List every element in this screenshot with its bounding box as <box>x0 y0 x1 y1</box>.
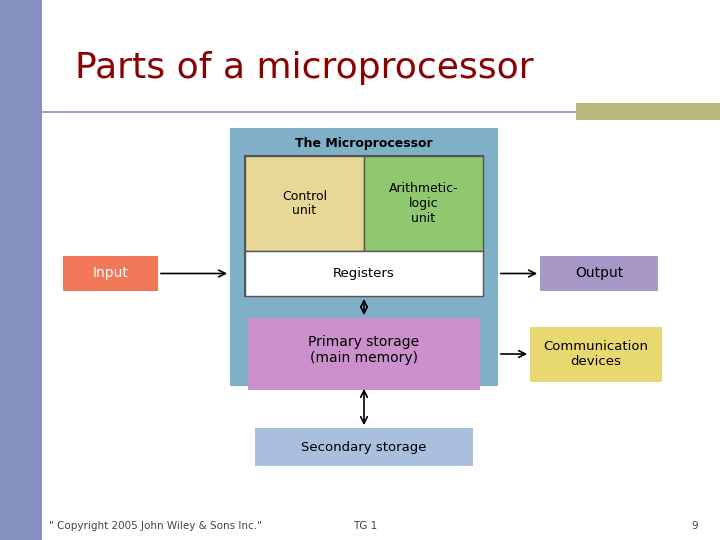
Bar <box>530 327 662 381</box>
Text: Parts of a microprocessor: Parts of a microprocessor <box>75 51 534 85</box>
Bar <box>255 428 473 466</box>
Text: 9: 9 <box>692 521 698 531</box>
Text: TG 1: TG 1 <box>353 521 377 531</box>
Text: The Microprocessor: The Microprocessor <box>295 138 433 151</box>
Bar <box>364 156 483 251</box>
Text: Output: Output <box>575 267 623 280</box>
Bar <box>245 156 483 296</box>
Text: Arithmetic-
logic
unit: Arithmetic- logic unit <box>389 182 459 225</box>
Text: Communication
devices: Communication devices <box>544 340 649 368</box>
Bar <box>245 156 364 251</box>
Text: Primary storage
(main memory): Primary storage (main memory) <box>308 335 420 365</box>
Text: Input: Input <box>93 267 128 280</box>
Text: Registers: Registers <box>333 267 395 280</box>
Bar <box>230 128 498 386</box>
Bar <box>248 318 480 390</box>
Text: " Copyright 2005 John Wiley & Sons Inc.": " Copyright 2005 John Wiley & Sons Inc." <box>48 521 261 531</box>
Text: Secondary storage: Secondary storage <box>301 441 427 454</box>
Bar <box>540 256 658 291</box>
Text: Control
unit: Control unit <box>282 190 327 218</box>
Bar <box>576 103 720 120</box>
Bar <box>245 251 483 296</box>
Bar <box>0 0 42 540</box>
Bar <box>63 256 158 291</box>
